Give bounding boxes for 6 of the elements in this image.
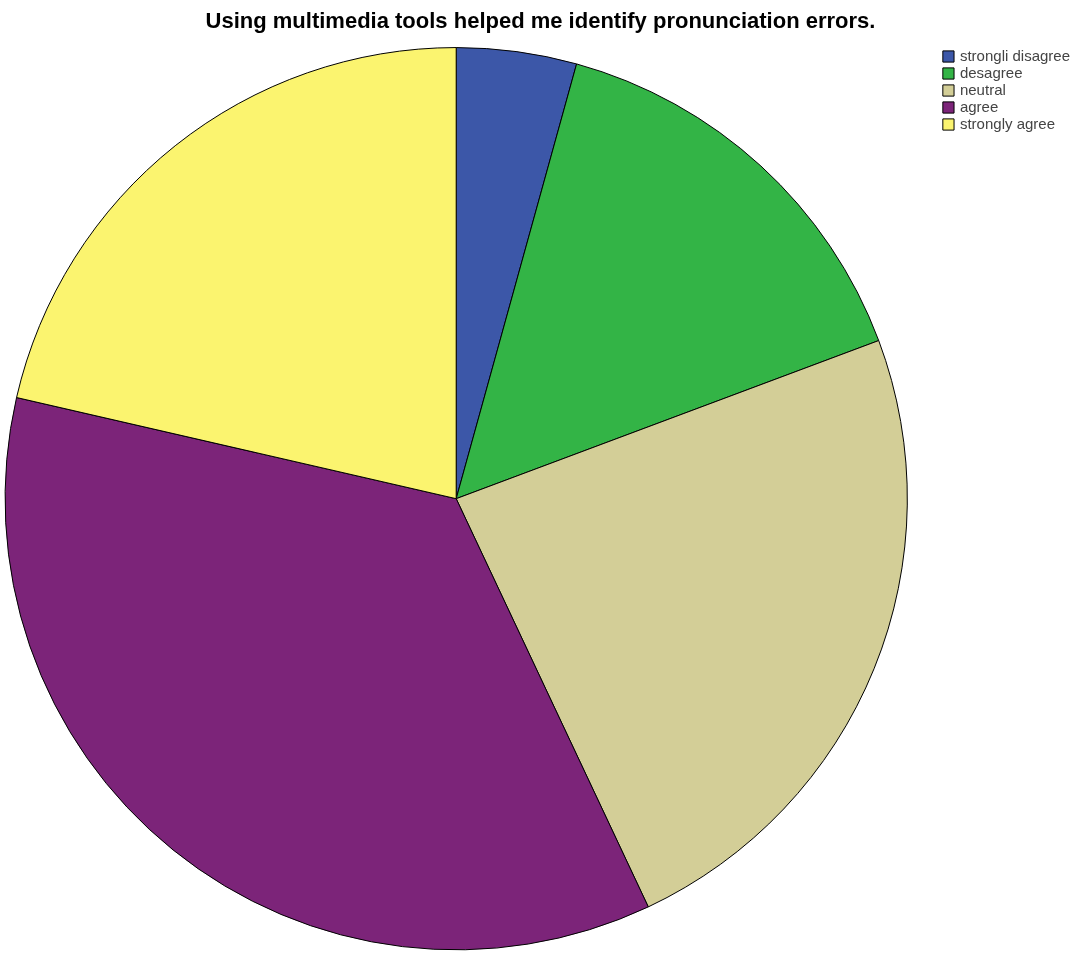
legend-label: strongli disagree (959, 47, 1070, 64)
legend-label: desagree (959, 64, 1023, 81)
legend-label: agree (959, 98, 999, 115)
legend-label: neutral (959, 81, 1006, 98)
legend-label: strongly agree (959, 115, 1055, 132)
chart-title: Using multimedia tools helped me identify pronunciation errors. (205, 7, 876, 33)
